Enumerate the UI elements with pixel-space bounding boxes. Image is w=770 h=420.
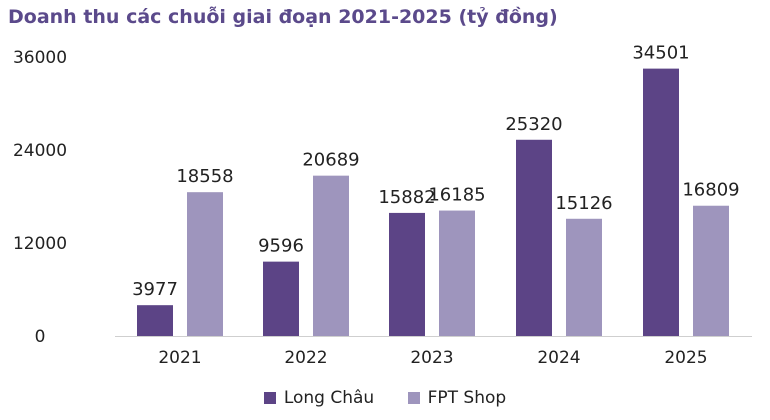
data-label: 16185	[428, 185, 485, 206]
legend-item-long-chau: Long Châu	[263, 388, 375, 408]
bar-fpt-shop-2024	[566, 218, 602, 336]
chart-title: Doanh thu các chuỗi giai đoạn 2021-2025 …	[8, 6, 558, 28]
x-tick-label: 2025	[664, 348, 707, 368]
y-tick-label: 36000	[13, 48, 67, 68]
data-label: 16809	[682, 180, 739, 201]
bar-long-chau-2021	[137, 305, 173, 336]
y-tick-label: 0	[35, 327, 46, 347]
bar-long-chau-2025	[643, 68, 679, 336]
bar-fpt-shop-2023	[439, 210, 475, 336]
data-label: 15882	[378, 187, 435, 208]
y-tick-label: 24000	[13, 141, 67, 161]
legend-item-fpt-shop: FPT Shop	[407, 388, 507, 408]
x-tick-label: 2023	[410, 348, 453, 368]
x-tick-label: 2024	[537, 348, 580, 368]
legend-swatch-long-chau	[263, 392, 276, 404]
bar-fpt-shop-2021	[187, 192, 223, 336]
data-label: 9596	[258, 236, 304, 257]
bar-long-chau-2022	[263, 261, 299, 336]
bar-long-chau-2024	[516, 139, 552, 336]
data-label: 20689	[302, 150, 359, 171]
bar-fpt-shop-2022	[313, 175, 349, 336]
legend-label-fpt-shop: FPT Shop	[427, 388, 507, 408]
legend: Long Châu FPT Shop	[0, 388, 770, 408]
y-tick-label: 12000	[13, 234, 67, 254]
data-label: 15126	[555, 193, 612, 214]
bar-long-chau-2023	[389, 212, 425, 336]
data-label: 3977	[132, 279, 178, 300]
legend-label-long-chau: Long Châu	[283, 388, 375, 408]
x-tick-label: 2022	[284, 348, 327, 368]
data-label: 34501	[632, 43, 689, 64]
data-label: 25320	[505, 114, 562, 135]
data-label: 18558	[176, 166, 233, 187]
x-tick-label: 2021	[158, 348, 201, 368]
legend-swatch-fpt-shop	[407, 392, 420, 404]
bar-fpt-shop-2025	[693, 205, 729, 336]
